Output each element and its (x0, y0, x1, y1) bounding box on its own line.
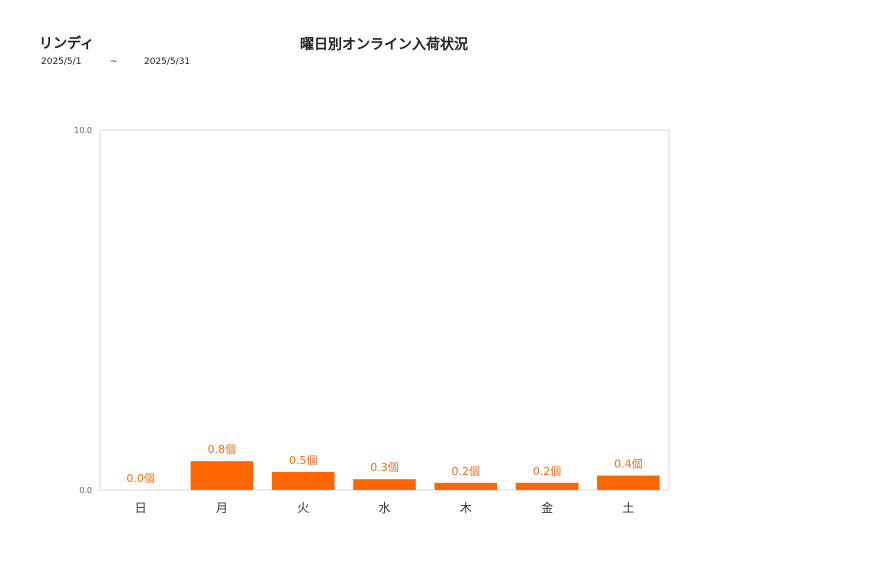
y-tick-label: 0.0 (79, 486, 92, 495)
x-tick-label: 火 (297, 501, 309, 515)
x-tick-label: 金 (541, 500, 553, 515)
date-to: 2025/5/31 (144, 57, 191, 67)
bar (271, 472, 335, 490)
y-tick-label: 10.0 (74, 126, 92, 135)
data-label: 0.0個 (126, 472, 155, 485)
bar (434, 482, 498, 490)
x-tick-label: 木 (460, 501, 472, 515)
data-label: 0.2個 (452, 465, 481, 478)
bars-group (190, 461, 660, 490)
x-tick-label: 日 (135, 501, 147, 515)
date-from: 2025/5/1 (41, 57, 82, 67)
x-tick-label: 土 (622, 501, 634, 515)
plot-area (99, 129, 670, 491)
chart-title: 曜日別オンライン入荷状況 (300, 37, 468, 53)
bar (353, 479, 416, 490)
data-label: 0.3個 (370, 461, 399, 474)
data-label: 0.2個 (533, 465, 562, 478)
data-label: 0.5個 (289, 454, 318, 467)
data-label: 0.8個 (208, 443, 237, 456)
bar (190, 461, 254, 490)
date-separator: ~ (110, 57, 118, 67)
shop-name: リンディ (39, 36, 95, 52)
bar (515, 482, 579, 490)
bar (597, 475, 660, 490)
x-tick-label: 月 (216, 501, 228, 515)
x-tick-label: 水 (378, 501, 390, 515)
data-label: 0.4個 (614, 458, 643, 471)
labels-group: 0.0 10.0 0.0個日 0.8個月 0.5個火 0.3個水 0.2個木 0.2個金 0.4… (74, 126, 642, 515)
